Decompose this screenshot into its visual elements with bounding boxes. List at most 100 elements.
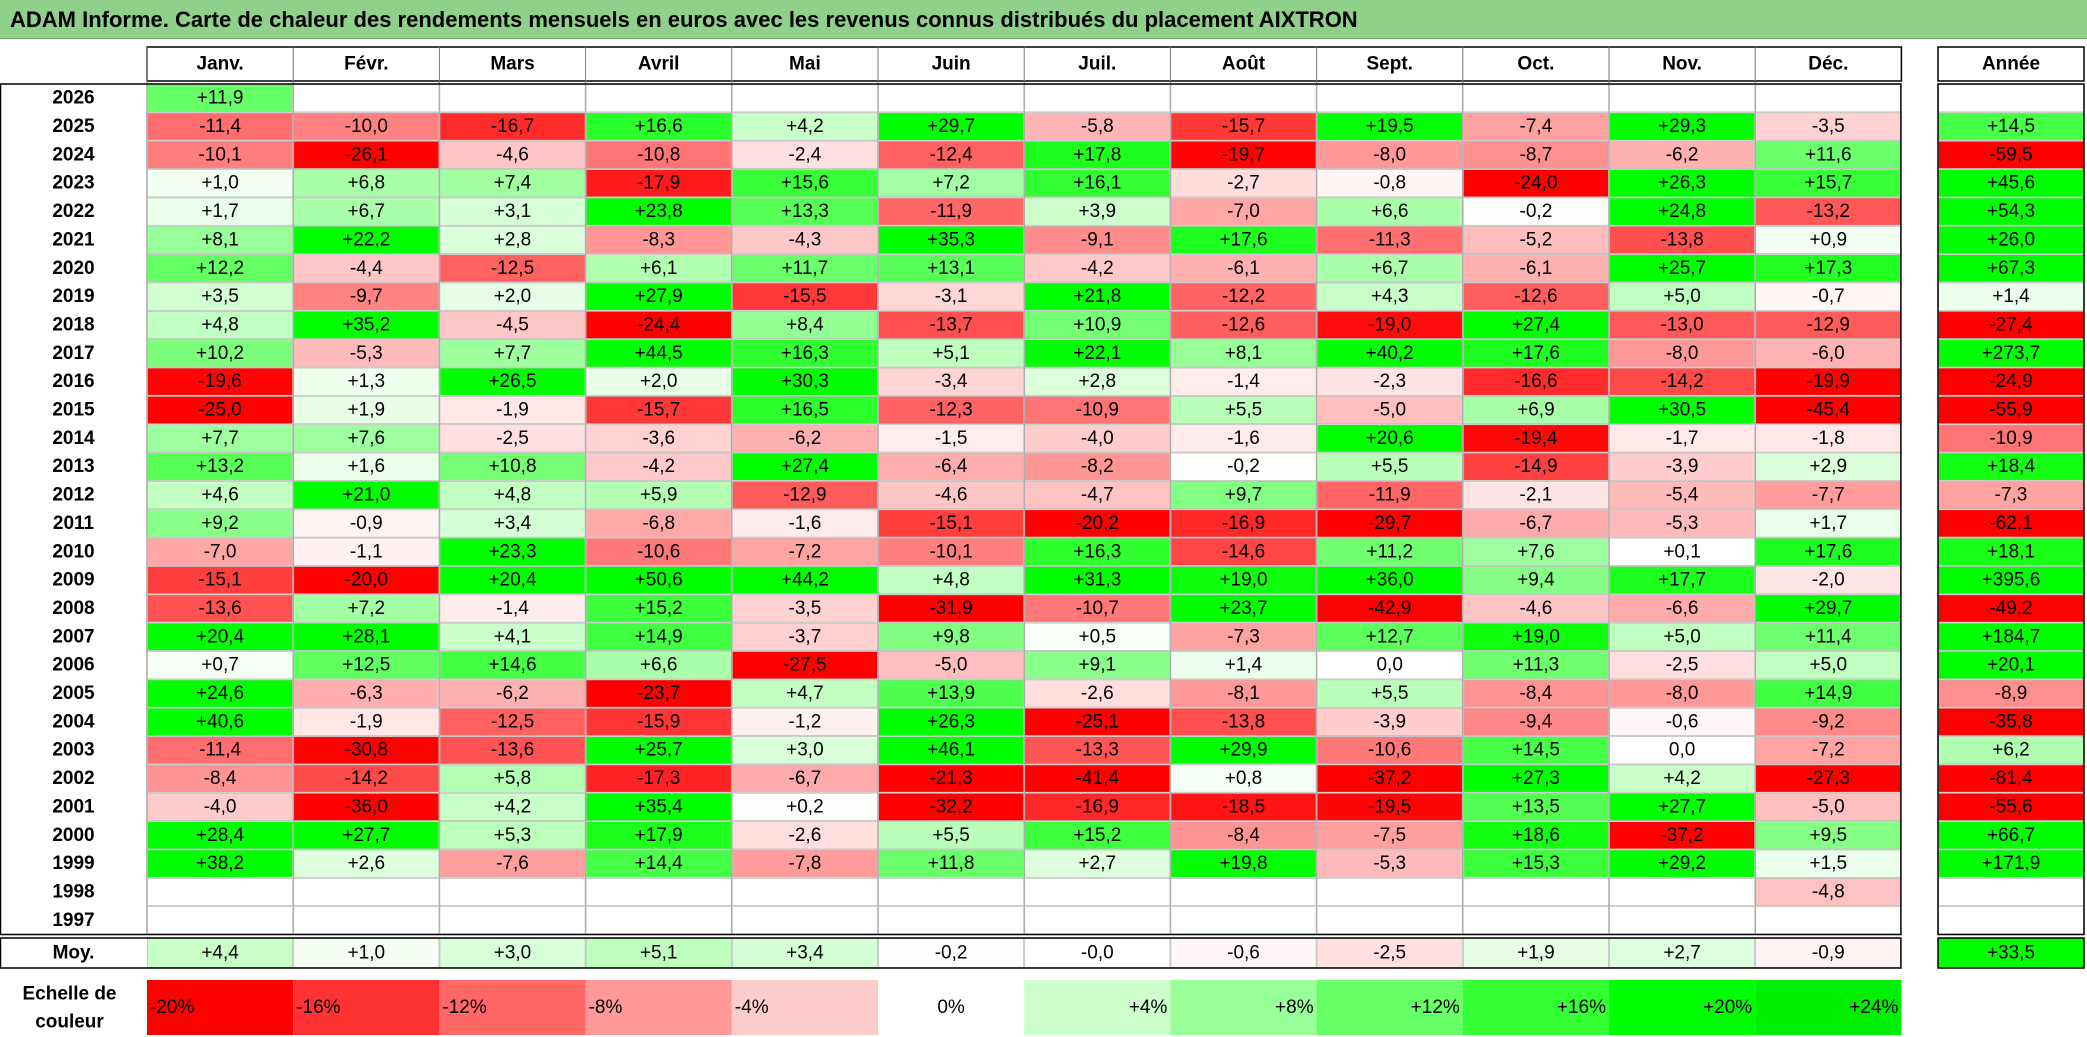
cell-value: +1,0 [201,173,239,194]
heatmap-cell [1755,821,1902,850]
heatmap-cell [585,140,732,169]
cell-value: -8,4 [1227,825,1260,846]
year-label: 2006 [52,655,94,676]
heatmap-cell [731,395,878,425]
cell-value: +9,5 [1810,825,1848,846]
cell-value: -10,1 [929,541,972,562]
month-header: Nov. [1662,54,1702,75]
cell-value: -3,6 [642,428,675,449]
heatmap-cell [147,480,294,510]
average-annual-value: +33,5 [1987,943,2035,964]
annual-cell [1938,566,2084,595]
average-value: +1,9 [1517,943,1555,964]
cell-value: -12,6 [1222,314,1265,335]
annual-cell [1938,452,2084,481]
heatmap-cell [1024,764,1171,793]
cell-value: -14,6 [1222,541,1265,562]
annual-value: +66,7 [1987,825,2035,846]
heatmap-cell [1316,140,1463,169]
average-value: +1,0 [348,943,386,964]
annual-value: +395,6 [1982,570,2041,591]
cell-value: +3,5 [201,286,239,307]
heatmap-cell [878,112,1025,141]
cell-value: +7,4 [494,173,532,194]
cell-value: +3,9 [1079,201,1117,222]
scale-swatch [1170,980,1317,1035]
cell-value: -14,2 [1660,371,1703,392]
heatmap-cell [1316,877,1463,907]
heatmap-cell [147,679,294,708]
cell-value: -11,4 [199,740,241,761]
heatmap-cell [878,395,1025,425]
cell-value: -13,7 [929,314,972,335]
annual-cell [1938,821,2084,850]
cell-value: -1,4 [496,598,529,619]
cell-value: +4,8 [201,314,239,335]
cell-value: +5,0 [1810,655,1848,676]
annual-cell [1938,622,2084,651]
average-value: +4,4 [201,943,239,964]
cell-value: -4,0 [204,796,237,817]
heatmap-cell [1316,736,1463,765]
cell-value: +16,3 [1073,541,1121,562]
heatmap-cell [1462,339,1609,368]
heatmap-cell [878,339,1025,368]
heatmap-cell [878,651,1025,680]
heatmap-cell [878,736,1025,765]
cell-value: -15,1 [198,570,241,591]
heatmap-cell [439,424,586,453]
cell-value: -45,4 [1807,400,1851,421]
heatmap-cell [293,877,440,907]
heatmap-cell [878,84,1025,113]
cell-value: -31,9 [929,598,972,619]
heatmap-cell [439,452,586,481]
heatmap-cell [1609,282,1756,311]
cell-value: -12,3 [929,400,972,421]
heatmap-cell [731,339,878,368]
year-label: 2014 [52,428,95,449]
heatmap-cell [1024,537,1171,566]
heatmap-cell [585,764,732,793]
heatmap-cell [1024,622,1171,651]
heatmap-cell [1609,877,1756,907]
month-header: Févr. [344,54,388,75]
heatmap-cell [731,906,878,935]
heatmap-cell [293,736,440,765]
cell-value: +22,1 [1073,343,1121,364]
cell-value: +17,9 [635,825,683,846]
heatmap-cell [878,197,1025,226]
cell-value: +12,5 [342,655,390,676]
cell-value: -20,0 [345,570,388,591]
cell-value: -10,6 [637,541,680,562]
heatmap-cell [585,367,732,396]
average-label: Moy. [53,943,95,964]
heatmap-cell [293,707,440,736]
heatmap-cell [1609,849,1756,878]
heatmap-cell [878,594,1025,623]
cell-value: -1,2 [789,711,822,732]
cell-value: +22,2 [342,229,390,250]
heatmap-cell [1024,282,1171,311]
heatmap-cell [439,367,586,396]
heatmap-cell [1024,310,1171,340]
heatmap-cell [147,84,294,113]
cell-value: +8,1 [1225,343,1263,364]
annual-value: +18,1 [1987,541,2035,562]
cell-value: +24,8 [1658,201,1706,222]
cell-value: -3,9 [1373,711,1406,732]
heatmap-cell [1609,509,1756,538]
heatmap-cell [1170,424,1317,453]
heatmap-cell [585,594,732,623]
cell-value: -1,8 [1812,428,1845,449]
heatmap-cell [1316,395,1463,425]
annual-value: -55,6 [1989,796,2032,817]
cell-value: +29,9 [1219,740,1267,761]
cell-value: -0,2 [1520,201,1553,222]
cell-value: +5,5 [932,825,970,846]
cell-value: -4,8 [1812,881,1845,902]
heatmap-cell [731,424,878,453]
cell-value: -4,7 [1081,485,1114,506]
heatmap-cell [1462,764,1609,793]
scale-step-label: -12% [442,997,486,1018]
scale-step-label: -20% [150,997,194,1018]
